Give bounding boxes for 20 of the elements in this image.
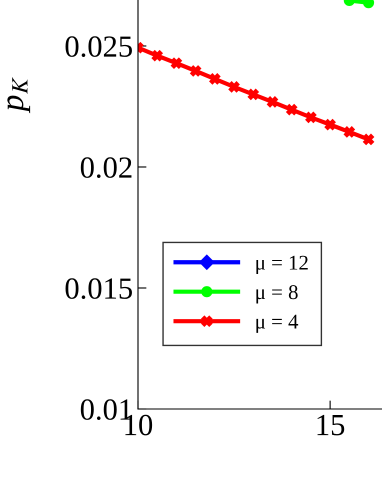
legend-label: μ = 12 xyxy=(256,256,308,274)
point xyxy=(286,104,298,116)
point xyxy=(305,112,316,123)
point xyxy=(228,81,240,92)
point xyxy=(266,96,278,108)
y-axis-title: p$_{K}$ xyxy=(7,77,30,114)
y-tick-label: 0.025 xyxy=(66,36,132,58)
y-tick-label: 0.02 xyxy=(80,157,132,178)
point xyxy=(344,126,355,138)
legend-label: μ = 4 xyxy=(256,314,298,333)
point xyxy=(362,134,374,145)
point xyxy=(152,50,163,62)
x-tick-label: 15 xyxy=(318,414,344,436)
point xyxy=(190,65,202,76)
point xyxy=(209,73,220,84)
point xyxy=(170,58,182,69)
legend-label: μ = 8 xyxy=(256,285,298,304)
point xyxy=(248,88,259,100)
y-tick-label: 0.015 xyxy=(66,278,132,300)
point xyxy=(324,119,336,130)
